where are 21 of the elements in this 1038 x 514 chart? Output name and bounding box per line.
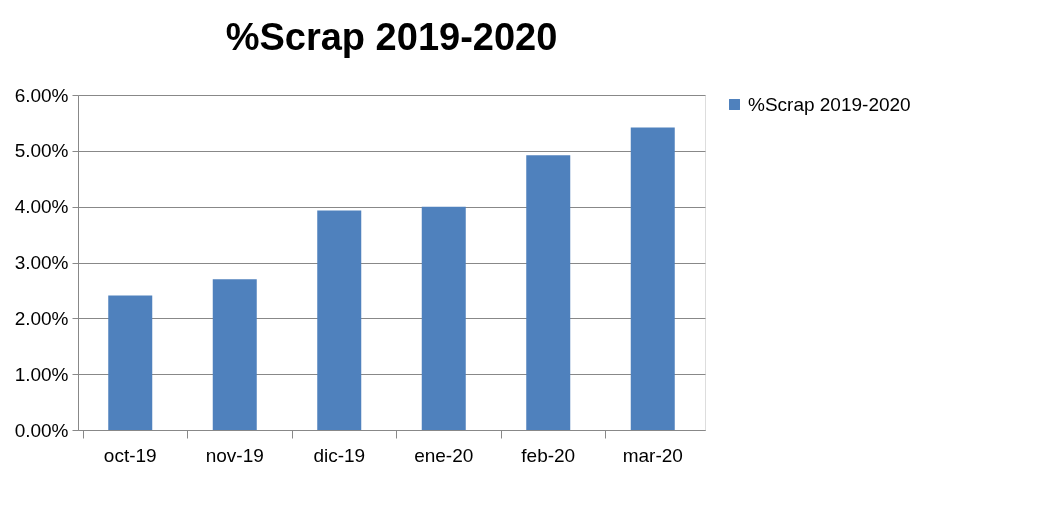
- x-tick-label: feb-20: [521, 444, 576, 466]
- x-tick-label: nov-19: [205, 444, 264, 466]
- chart-title: %Scrap 2019-2020: [225, 16, 558, 58]
- x-tick-label: dic-19: [313, 444, 366, 466]
- y-tick-label: 2.00%: [14, 307, 69, 329]
- bar: [108, 295, 153, 430]
- bar: [212, 279, 257, 430]
- bar: [421, 206, 466, 430]
- bar: [526, 155, 571, 430]
- y-tick-label: 3.00%: [14, 252, 69, 273]
- y-tick-label: 6.00%: [14, 84, 69, 106]
- bar: [317, 210, 362, 430]
- x-tick-label: ene-20: [414, 444, 474, 466]
- x-tick-label: oct-19: [103, 444, 157, 466]
- y-tick-label: 1.00%: [14, 363, 69, 385]
- y-tick-label: 5.00%: [14, 140, 69, 162]
- x-tick-label: mar-20: [622, 444, 683, 466]
- y-tick-label: 0.00%: [14, 419, 69, 441]
- bar: [630, 127, 675, 430]
- legend-label: %Scrap 2019-2020: [748, 93, 911, 115]
- y-tick-label: 4.00%: [14, 196, 69, 218]
